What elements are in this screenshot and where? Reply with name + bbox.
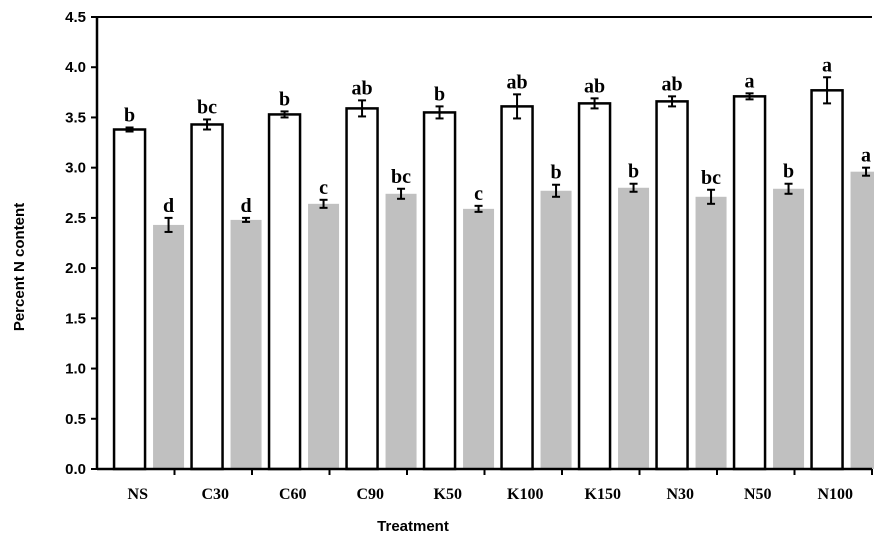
- sig-label-C90-s0: ab: [351, 77, 372, 99]
- error-bar-N30-s1: [707, 188, 716, 205]
- bar-N30-s1: [695, 196, 727, 469]
- error-bar-K50-s1: [474, 204, 483, 213]
- bar-C30-s1: [230, 219, 262, 469]
- bar-N100-s1: [850, 171, 874, 469]
- y-tick-label-2.5: 2.5: [65, 210, 86, 227]
- sig-label-C90-s1: bc: [391, 166, 411, 188]
- error-bar-NS-s0: [125, 126, 134, 133]
- error-bar-N50-s0: [745, 92, 754, 101]
- sig-label-N50-s0: a: [745, 70, 755, 92]
- bar-C90-s1: [385, 193, 417, 469]
- bar-N50-s1: [773, 188, 805, 469]
- y-tick-label-2.0: 2.0: [65, 260, 86, 277]
- y-tick-label-3.5: 3.5: [65, 109, 86, 126]
- error-bar-K150-s1: [629, 182, 638, 193]
- bar-K50-s1: [463, 208, 495, 470]
- bar-N100-s0: [810, 89, 844, 471]
- sig-label-K50-s0: b: [434, 83, 445, 105]
- sig-label-C60-s0: b: [279, 88, 290, 110]
- y-tick-label-4.0: 4.0: [65, 59, 86, 76]
- x-tick-label-C60: C60: [279, 486, 307, 503]
- error-bar-K100-s0: [513, 93, 522, 120]
- error-bar-C30-s0: [203, 118, 212, 131]
- error-bar-K150-s0: [590, 97, 599, 110]
- x-tick-label-K50: K50: [434, 486, 462, 503]
- x-tick-label-C30: C30: [201, 486, 229, 503]
- sig-label-C30-s1: d: [240, 195, 251, 217]
- error-bar-C30-s1: [242, 216, 251, 223]
- bar-NS-s0: [112, 128, 147, 471]
- sig-label-N100-s1: a: [861, 145, 871, 167]
- error-bars-layer: [125, 76, 871, 233]
- x-tick-label-C90: C90: [356, 486, 384, 503]
- bar-K150-s0: [577, 102, 612, 471]
- sig-label-N100-s0: a: [822, 54, 832, 76]
- error-bar-NS-s1: [164, 216, 173, 233]
- error-bar-C90-s1: [397, 187, 406, 200]
- error-bar-K50-s0: [435, 105, 444, 120]
- y-tick-label-0.5: 0.5: [65, 411, 86, 428]
- bars-layer: [112, 89, 874, 471]
- sig-label-N30-s0: ab: [661, 73, 682, 95]
- x-tick-label-N50: N50: [744, 486, 772, 503]
- bar-C30-s0: [190, 123, 224, 471]
- sig-label-K150-s1: b: [628, 161, 639, 183]
- sig-label-N50-s1: b: [783, 161, 794, 183]
- x-tick-label-N100: N100: [817, 486, 853, 503]
- axes-layer: [91, 16, 873, 475]
- y-tick-label-1.0: 1.0: [65, 361, 86, 378]
- x-tick-label-NS: NS: [128, 486, 149, 503]
- error-bar-N30-s0: [668, 95, 677, 108]
- sig-label-K100-s1: b: [550, 162, 561, 184]
- error-bar-K100-s1: [552, 183, 561, 198]
- bar-C60-s0: [267, 113, 302, 471]
- bar-N30-s0: [655, 100, 689, 471]
- error-bar-C90-s0: [358, 99, 367, 118]
- error-bar-N50-s1: [784, 182, 793, 195]
- y-tick-label-3.0: 3.0: [65, 160, 86, 177]
- error-bar-N100-s0: [823, 76, 832, 105]
- sig-label-K100-s0: ab: [506, 71, 527, 93]
- x-tick-label-K150: K150: [585, 486, 621, 503]
- x-tick-label-K100: K100: [507, 486, 543, 503]
- y-tick-label-0.0: 0.0: [65, 461, 86, 478]
- y-tick-label-4.5: 4.5: [65, 9, 86, 26]
- y-tick-label-1.5: 1.5: [65, 310, 86, 327]
- bar-C60-s1: [308, 203, 340, 469]
- x-tick-label-N30: N30: [666, 486, 694, 503]
- bar-NS-s1: [153, 224, 185, 469]
- sig-label-C60-s1: c: [319, 177, 328, 199]
- error-bar-C60-s1: [319, 198, 328, 209]
- bar-C90-s0: [345, 107, 379, 471]
- error-bar-N100-s1: [862, 166, 871, 177]
- sig-label-N30-s1: bc: [701, 167, 721, 189]
- bar-K100-s0: [500, 105, 534, 471]
- sig-label-NS-s1: d: [163, 195, 174, 217]
- bar-N50-s0: [732, 95, 767, 471]
- sig-label-NS-s0: b: [124, 104, 135, 126]
- y-tick-labels: 0.0 0.5 1.0 1.5 2.0 2.5 3.0 3.5 4.0 4.5: [65, 9, 86, 478]
- x-tick-labels: NS C30 C60 C90 K50 K100 K150 N30 N50 N100: [128, 486, 854, 503]
- error-bar-C60-s0: [280, 110, 289, 119]
- sig-label-C30-s0: bc: [197, 96, 217, 118]
- bar-K150-s1: [618, 187, 650, 469]
- y-axis-title: Percent N content: [11, 203, 28, 331]
- x-axis-title: Treatment: [377, 518, 449, 535]
- sig-label-K150-s0: ab: [584, 75, 605, 97]
- bar-K100-s1: [540, 190, 572, 469]
- bar-K50-s0: [422, 111, 457, 471]
- sig-label-K50-s1: c: [474, 183, 483, 205]
